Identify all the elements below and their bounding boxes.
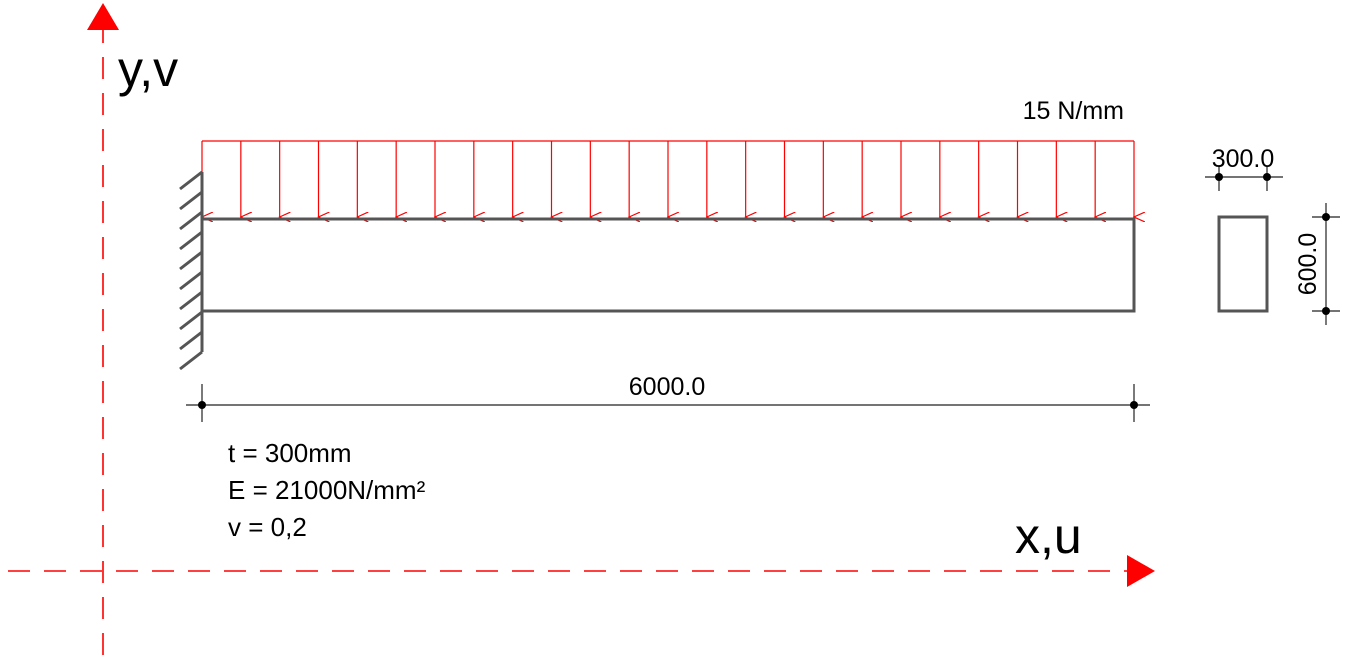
material-properties: t = 300mm E = 21000N/mm² v = 0,2 [228, 438, 426, 542]
fixed-support [179, 170, 204, 371]
section-width-label: 300.0 [1212, 145, 1275, 173]
x-axis-arrowhead [1127, 555, 1155, 587]
length-dim-dot-left [198, 401, 206, 409]
support-hatch-line [179, 190, 203, 211]
support-hatch-line [179, 290, 203, 311]
length-dim-dot-right [1130, 401, 1138, 409]
support-hatching [179, 170, 203, 371]
y-axis-label: y,v [118, 41, 178, 97]
beam [200, 217, 1136, 313]
cross-section-rect [1217, 215, 1269, 313]
support-hatch-line [179, 350, 203, 371]
length-dimension-label: 6000.0 [629, 373, 705, 401]
load-label: 15 N/mm [1023, 97, 1124, 125]
support-hatch-line [179, 270, 203, 291]
support-hatch-line [179, 170, 203, 191]
distributed-load: 15 N/mm [202, 97, 1134, 217]
x-axis-label: x,u [1015, 508, 1082, 564]
y-axis-arrowhead [87, 3, 119, 30]
support-hatch-line [179, 230, 203, 251]
length-dimension: 6000.0 [186, 373, 1150, 422]
cross-section: 300.0 600.0 [1205, 145, 1340, 325]
section-height-label: 600.0 [1294, 233, 1322, 296]
support-hatch-line [179, 250, 203, 271]
property-poisson: v = 0,2 [228, 512, 307, 542]
support-hatch-line [179, 310, 203, 331]
section-width-dot-right [1263, 173, 1271, 181]
property-thickness: t = 300mm [228, 438, 352, 468]
section-height-dot-top [1322, 213, 1330, 221]
load-arrows [202, 141, 1134, 217]
section-width-dot-left [1215, 173, 1223, 181]
support-hatch-line [179, 330, 203, 351]
coordinate-axes: y,v x,u [8, 3, 1155, 655]
section-height-dot-bottom [1322, 307, 1330, 315]
support-hatch-line [179, 210, 203, 231]
property-modulus: E = 21000N/mm² [228, 475, 426, 505]
